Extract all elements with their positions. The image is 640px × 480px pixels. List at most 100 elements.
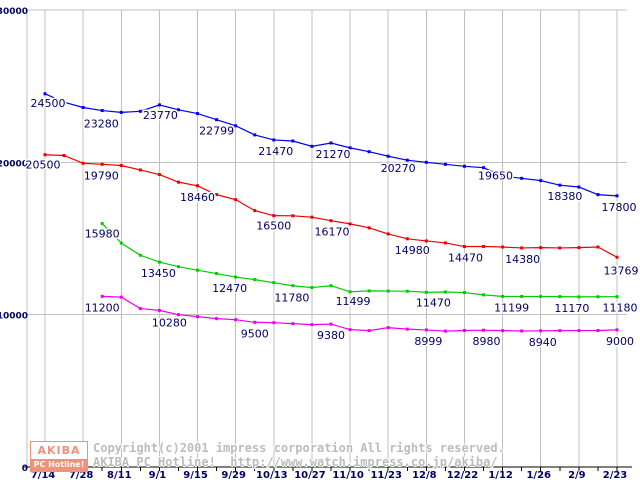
point-label-magenta: 8940 [529,336,557,349]
point-label-red: 14380 [505,253,540,266]
data-point-magenta [100,294,104,298]
data-point-red [100,162,104,166]
data-point-red [253,209,257,213]
data-point-green [577,295,581,299]
data-point-magenta [234,318,238,322]
data-point-magenta [310,323,314,327]
copyright-watermark-line1: Copyright(c)2001 impress corporation All… [93,441,505,455]
data-point-magenta [291,322,295,326]
data-point-green [482,293,486,297]
data-point-blue [405,158,409,162]
point-label-green: 11180 [603,302,638,315]
y-tick-label: 20000 [0,159,28,169]
data-point-red [272,214,276,218]
point-label-magenta: 9380 [317,329,345,342]
data-point-magenta [596,329,600,333]
data-point-green [272,281,276,285]
data-point-blue [348,146,352,150]
point-label-green: 11499 [336,295,371,308]
x-tick-label: 1/12 [488,470,513,480]
point-label-blue: 18380 [547,190,582,203]
point-label-green: 11170 [554,302,589,315]
series-line-green [101,223,618,298]
logo-pc-hotline-text: PC Hotline! [31,459,87,471]
data-point-blue [62,100,66,104]
data-point-blue [615,194,619,198]
data-point-red [386,232,390,236]
akiba-pc-hotline-logo: AKIBA PC Hotline! [30,441,88,472]
data-point-green [176,265,180,269]
point-label-red: 14980 [395,244,430,257]
data-point-blue [443,162,447,166]
data-point-red [596,245,600,249]
data-point-blue [482,166,486,170]
data-point-red [138,168,142,172]
data-point-magenta [615,328,619,332]
point-label-magenta: 8980 [473,335,501,348]
data-point-green [443,290,447,294]
point-label-red: 19790 [84,170,119,183]
data-point-red [157,173,161,177]
data-point-magenta [176,313,180,317]
data-point-red [119,164,123,168]
data-point-green [367,289,371,293]
data-point-blue [329,141,333,145]
data-point-blue [176,108,180,112]
data-point-blue [577,185,581,189]
data-point-green [558,295,562,299]
point-label-blue: 17800 [602,201,637,214]
data-point-red [215,193,219,197]
data-point-blue [501,174,505,178]
x-tick-label: 2/9 [568,470,586,480]
data-point-magenta [138,307,142,311]
point-label-green: 11470 [416,296,451,309]
data-point-magenta [424,328,428,332]
data-point-blue [81,105,85,109]
data-point-green [196,268,200,272]
data-point-magenta [386,326,390,330]
x-tick-label: 8/11 [107,470,132,480]
data-point-magenta [577,329,581,333]
data-point-blue [424,160,428,164]
data-point-red [462,245,466,249]
point-label-red: 14470 [448,252,483,265]
x-tick-label: 1/26 [526,470,551,480]
data-point-red [176,180,180,184]
data-point-blue [253,133,257,137]
point-label-red: 18460 [180,191,215,204]
point-label-red: 20500 [26,159,61,172]
data-point-magenta [272,321,276,325]
data-point-blue [196,112,200,116]
data-point-magenta [443,329,447,333]
data-point-magenta [462,329,466,333]
point-label-green: 15980 [85,228,120,241]
data-point-green [253,278,257,282]
data-point-blue [367,150,371,154]
data-point-blue [462,164,466,168]
data-point-red [520,246,524,250]
data-point-magenta [196,315,200,319]
y-tick-label: 0 [22,464,28,474]
point-label-blue: 21270 [316,148,351,161]
data-point-magenta [215,317,219,321]
x-tick-label: 11/10 [332,470,364,480]
x-tick-label: 7/14 [31,470,56,480]
x-tick-label: 10/13 [256,470,288,480]
data-point-blue [100,109,104,113]
data-point-blue [291,139,295,143]
x-tick-label: 9/1 [149,470,167,480]
data-point-blue [43,92,47,96]
data-point-green [234,275,238,279]
point-label-magenta: 9000 [606,335,634,348]
data-point-blue [520,176,524,180]
data-point-blue [272,138,276,142]
data-point-magenta [157,308,161,312]
data-point-magenta [520,329,524,333]
data-point-green [501,294,505,298]
point-label-magenta: 10280 [152,316,187,329]
data-point-magenta [348,328,352,332]
point-label-blue: 22799 [199,125,234,138]
point-label-magenta: 8999 [414,335,442,348]
data-point-magenta [539,329,543,333]
